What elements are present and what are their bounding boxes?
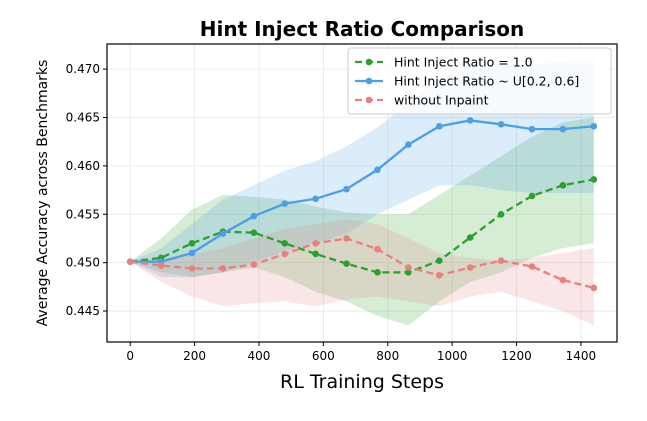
data-point-1: [281, 200, 289, 207]
data-point-0: [281, 240, 289, 247]
data-point-2: [466, 264, 474, 271]
x-tick-label: 800: [376, 349, 399, 363]
data-point-2: [126, 258, 134, 265]
data-point-1: [435, 122, 443, 130]
axis-ticks: 0 200 400 600 800 1000 1200 1400 0.445 0.450 0.455…: [66, 62, 597, 363]
data-point-0: [250, 229, 258, 236]
data-point-1: [466, 117, 474, 124]
data-point-2: [528, 263, 536, 270]
data-point-0: [435, 257, 443, 265]
data-point-1: [343, 185, 350, 193]
x-tick-label: 600: [312, 349, 335, 363]
data-point-2: [497, 257, 505, 265]
data-point-1: [497, 121, 505, 128]
data-point-2: [250, 261, 258, 268]
x-tick-label: 1200: [501, 349, 532, 363]
data-point-0: [528, 192, 536, 200]
band-2: [130, 219, 594, 326]
data-point-2: [435, 271, 443, 279]
data-point-0: [405, 269, 412, 276]
series-line-0: [130, 178, 595, 274]
plot-frame: [106, 43, 618, 343]
y-tick-label: 0.465: [66, 111, 100, 125]
legend-label-1: Hint Inject Ratio ~ U[0.2, 0.6]: [394, 74, 579, 89]
data-point-2: [312, 240, 319, 247]
data-point-1: [590, 122, 598, 130]
y-tick-label: 0.450: [66, 256, 100, 270]
data-point-0: [466, 234, 474, 241]
legend-marker-0: [365, 58, 373, 66]
data-point-0: [312, 250, 319, 258]
y-axis-label: Average Accuracy across Benchmarks: [35, 60, 51, 327]
data-point-2: [157, 262, 165, 269]
legend-label-0: Hint Inject Ratio = 1.0: [394, 55, 533, 70]
data-point-1: [250, 212, 258, 220]
series-lines: [126, 117, 598, 292]
x-tick-label: 400: [248, 349, 271, 363]
legend-box: [347, 47, 612, 115]
data-point-1: [528, 125, 536, 133]
chart-title: Hint Inject Ratio Comparison: [200, 17, 525, 41]
data-point-0: [590, 176, 598, 183]
data-point-2: [405, 264, 412, 271]
legend-marker-2: [365, 96, 373, 104]
y-tick-label: 0.470: [66, 62, 100, 76]
data-point-0: [343, 260, 350, 267]
y-tick-label: 0.445: [66, 304, 100, 318]
x-axis-label: RL Training Steps: [280, 371, 444, 393]
data-point-1: [188, 249, 196, 257]
y-tick-label: 0.455: [66, 207, 100, 221]
data-point-1: [312, 195, 319, 203]
data-point-2: [188, 265, 196, 272]
data-point-0: [559, 181, 567, 189]
data-point-2: [374, 245, 381, 253]
data-point-2: [343, 235, 350, 242]
data-point-1: [374, 166, 381, 174]
data-point-2: [590, 284, 598, 292]
x-tick-label: 0: [126, 349, 134, 363]
legend-marker-1: [365, 77, 373, 85]
data-point-2: [281, 250, 289, 258]
y-tick-label: 0.460: [66, 159, 100, 173]
legend-label-2: without Inpaint: [394, 93, 489, 108]
legend: Hint Inject Ratio = 1.0 Hint Inject Ratio…: [347, 47, 612, 115]
data-point-2: [559, 276, 567, 284]
x-tick-label: 1400: [566, 349, 597, 363]
series-line-2: [130, 237, 595, 289]
x-tick-label: 1000: [437, 349, 468, 363]
band-0: [130, 117, 594, 326]
data-point-0: [497, 210, 505, 218]
data-point-0: [374, 269, 381, 276]
data-point-2: [219, 265, 227, 272]
data-point-1: [219, 230, 227, 237]
data-point-0: [188, 240, 196, 247]
data-point-1: [559, 125, 567, 133]
x-tick-label: 200: [183, 349, 206, 363]
data-point-1: [405, 141, 412, 148]
series-line-1: [130, 119, 594, 263]
